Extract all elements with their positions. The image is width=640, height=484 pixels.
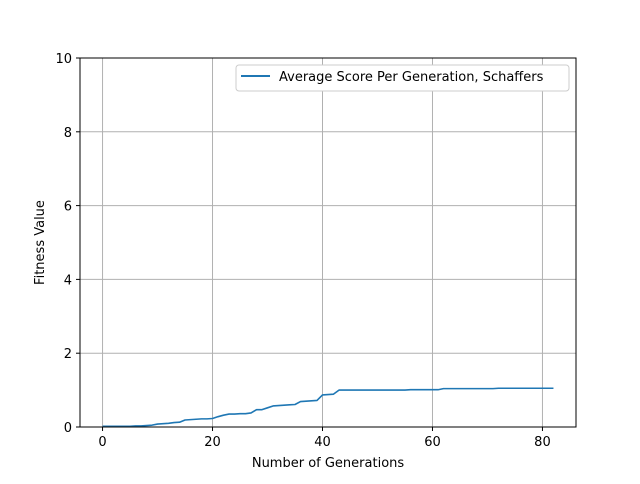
series-layer	[102, 387, 554, 428]
y-tick-label: 8	[64, 126, 72, 141]
x-axis-ticks: 0 20 40 60 80	[98, 427, 551, 450]
y-axis-ticks: 0 2 4 6 8 10	[55, 52, 80, 436]
y-tick-label: 6	[64, 200, 72, 215]
series-line	[102, 387, 554, 428]
y-tick-label: 2	[64, 347, 72, 362]
x-tick-label: 0	[98, 435, 106, 450]
y-tick-label: 4	[64, 273, 72, 288]
y-tick-label: 10	[55, 52, 72, 67]
y-axis-label: Fitness Value	[33, 200, 48, 285]
legend-label: Average Score Per Generation, Schaffers	[279, 70, 544, 85]
plot-area-frame	[79, 57, 577, 428]
x-tick-label: 80	[534, 435, 551, 450]
x-tick-label: 20	[204, 435, 221, 450]
x-tick-label: 40	[314, 435, 331, 450]
x-tick-label: 60	[424, 435, 441, 450]
legend: Average Score Per Generation, Schaffers	[235, 64, 570, 92]
x-axis-label: Number of Generations	[252, 456, 405, 471]
legend-box	[235, 64, 570, 92]
y-tick-label: 0	[64, 421, 72, 436]
